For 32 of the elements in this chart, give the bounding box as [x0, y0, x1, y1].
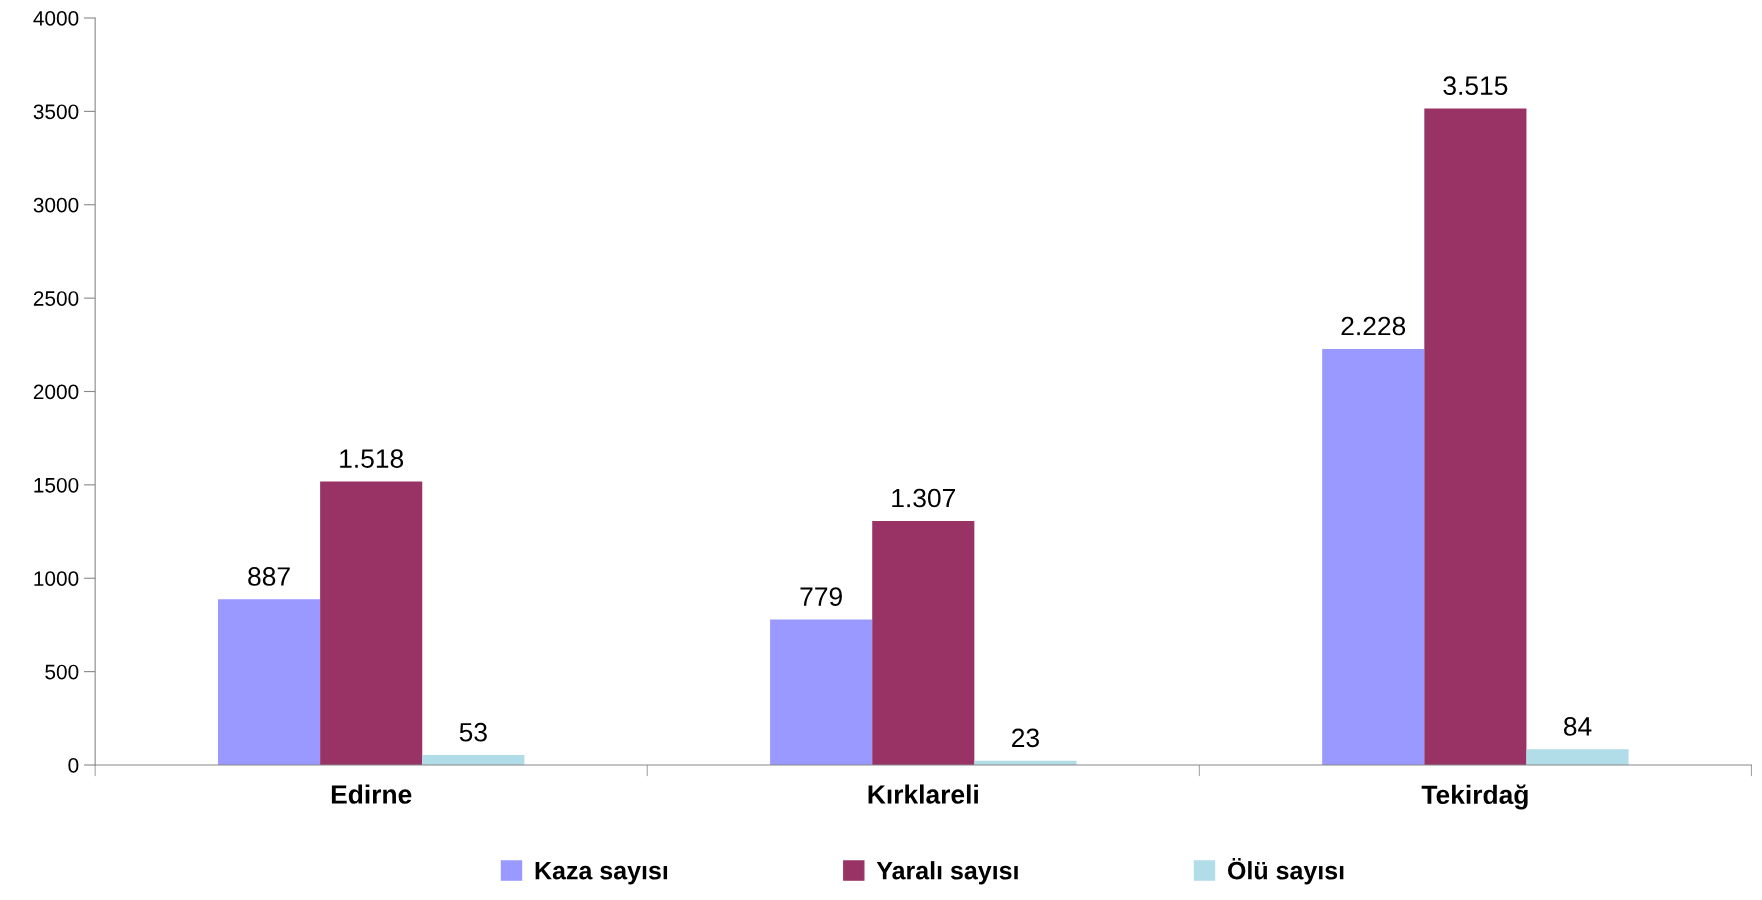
data-label: 887 — [248, 567, 290, 586]
data-label: 3.515 — [1443, 76, 1508, 96]
data-label: 779 — [800, 587, 842, 606]
y-tick-label: 4000 — [33, 11, 79, 26]
bar — [1322, 348, 1425, 765]
legend-label: Ölü sayısı — [1228, 857, 1344, 885]
legend-label: Yaralı sayısı — [876, 861, 1018, 885]
y-tick-label: 0 — [68, 758, 79, 773]
y-tick-label: 1000 — [34, 571, 79, 586]
bar — [1424, 108, 1527, 765]
bar — [320, 481, 423, 765]
data-label: 1.307 — [892, 488, 955, 508]
bar — [1526, 749, 1629, 765]
x-tick-label: Tekirdağ — [1421, 784, 1528, 810]
legend-label: Kaza sayısı — [535, 862, 668, 885]
bar — [770, 619, 873, 765]
y-tick-label: 3500 — [33, 104, 79, 120]
y-tick-label: 3000 — [33, 197, 79, 213]
bar — [872, 520, 975, 765]
data-label: 84 — [1563, 717, 1592, 736]
data-label: 1.518 — [340, 449, 404, 468]
y-tick-label: 500 — [45, 664, 79, 680]
bar — [217, 599, 321, 765]
y-tick-label: 2500 — [33, 291, 79, 306]
y-tick-label: 1500 — [34, 477, 79, 493]
y-tick-label: 2000 — [33, 384, 79, 400]
data-label: 2.228 — [1341, 316, 1406, 336]
x-tick-label: Kırklareli — [868, 784, 978, 804]
data-label: 53 — [459, 722, 487, 742]
bar — [422, 755, 525, 765]
x-tick-label: Edirne — [331, 784, 412, 804]
data-label: 23 — [1012, 728, 1039, 748]
